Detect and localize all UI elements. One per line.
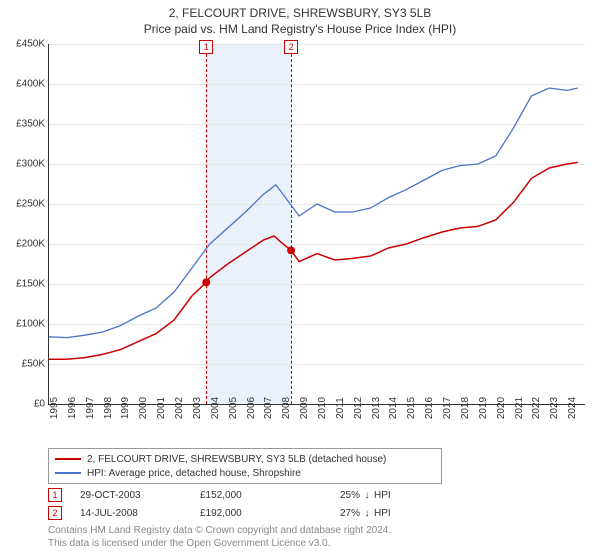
y-axis-label: £350K — [1, 119, 45, 130]
y-axis-label: £450K — [1, 39, 45, 50]
footer-line-1: Contains HM Land Registry data © Crown c… — [48, 524, 391, 537]
y-axis-label: £200K — [1, 239, 45, 250]
y-axis-label: £150K — [1, 279, 45, 290]
legend-item: HPI: Average price, detached house, Shro… — [55, 466, 435, 480]
y-axis-label: £400K — [1, 79, 45, 90]
y-axis-label: £250K — [1, 199, 45, 210]
y-axis-label: £50K — [1, 359, 45, 370]
footer-attribution: Contains HM Land Registry data © Crown c… — [48, 524, 391, 550]
y-axis-label: £300K — [1, 159, 45, 170]
legend: 2, FELCOURT DRIVE, SHREWSBURY, SY3 5LB (… — [48, 448, 442, 484]
y-axis-label: £0 — [1, 399, 45, 410]
sale-row-2: 214-JUL-2008£192,00027%↓HPI — [48, 504, 568, 522]
price-chart: £0£50K£100K£150K£200K£250K£300K£350K£400… — [48, 44, 585, 405]
title-address: 2, FELCOURT DRIVE, SHREWSBURY, SY3 5LB — [0, 6, 600, 20]
series-hpi — [49, 88, 578, 338]
footer-line-2: This data is licensed under the Open Gov… — [48, 537, 391, 550]
series-property — [49, 162, 578, 359]
sales-table: 129-OCT-2003£152,00025%↓HPI214-JUL-2008£… — [48, 486, 568, 522]
y-axis-label: £100K — [1, 319, 45, 330]
sale-row-1: 129-OCT-2003£152,00025%↓HPI — [48, 486, 568, 504]
legend-item: 2, FELCOURT DRIVE, SHREWSBURY, SY3 5LB (… — [55, 452, 435, 466]
title-subtitle: Price paid vs. HM Land Registry's House … — [0, 22, 600, 36]
